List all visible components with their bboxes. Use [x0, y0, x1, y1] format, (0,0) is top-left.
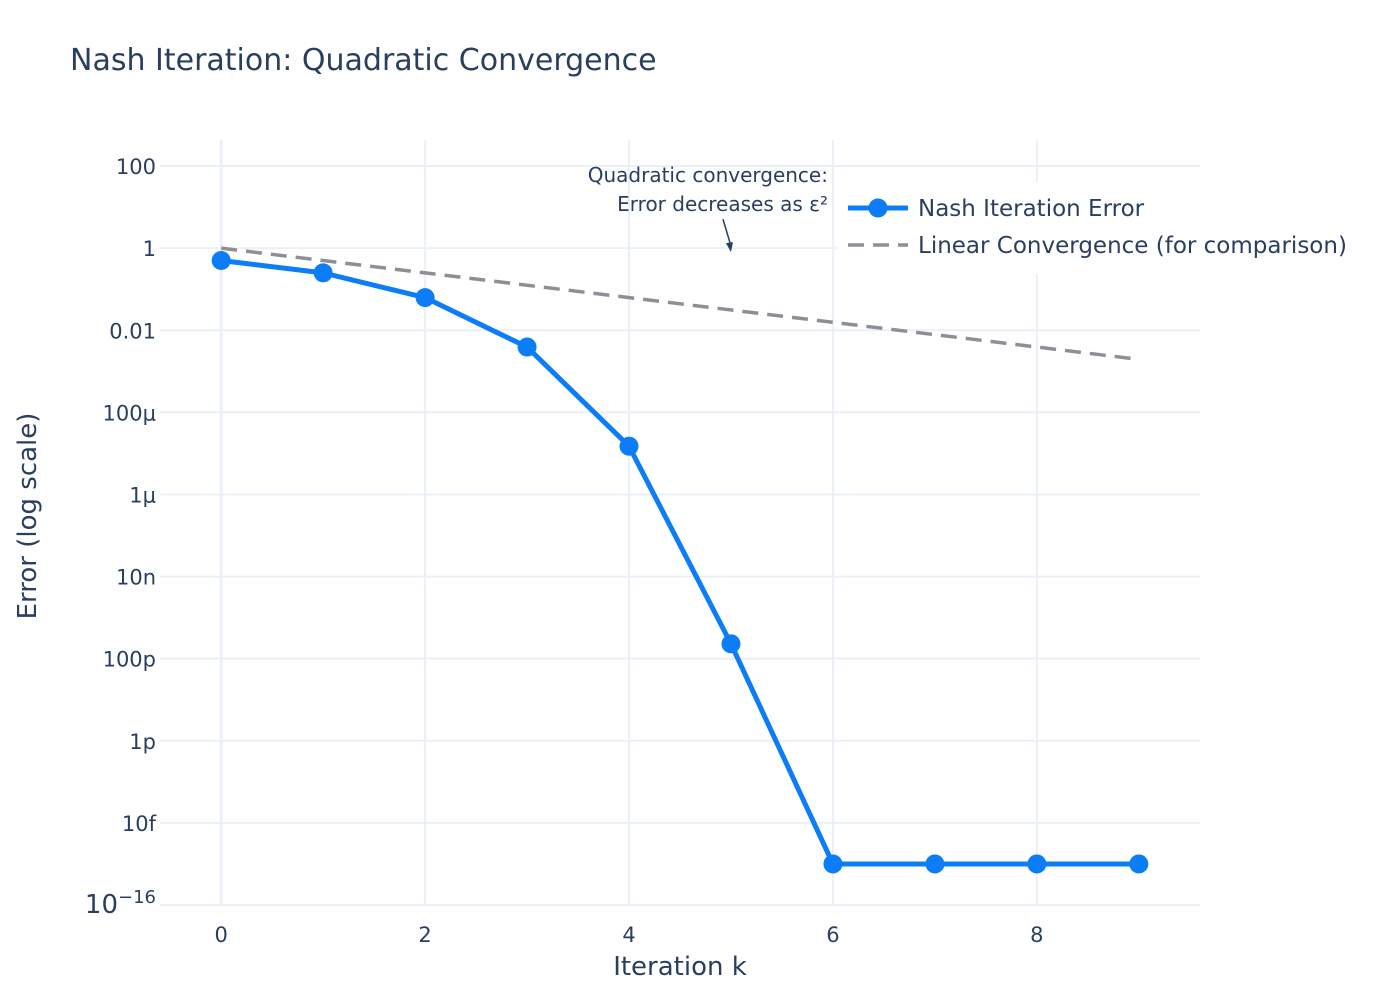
y-tick-label: 10n [116, 566, 156, 590]
x-tick-label: 0 [214, 923, 227, 947]
y-tick-label: 1μ [129, 483, 156, 507]
x-tick-label: 8 [1030, 923, 1043, 947]
y-tick-label: 0.01 [109, 319, 156, 343]
annotation-text: Quadratic convergence: [588, 163, 828, 187]
data-point [721, 634, 741, 654]
annotation-layer: Quadratic convergence: Error decreases as… [588, 163, 828, 253]
y-tick-label: 10−16 [85, 887, 156, 920]
annotation-arrow [722, 218, 732, 247]
data-point [823, 854, 843, 874]
x-tick-label: 2 [418, 923, 431, 947]
y-axis-title: Error (log scale) [13, 413, 43, 620]
data-point [415, 288, 435, 308]
legend-marker-nash [868, 198, 888, 218]
x-tick-label: 4 [622, 923, 635, 947]
grid-layer [160, 140, 1200, 906]
y-tick-label: 1 [143, 237, 156, 261]
y-tick-label: 1p [129, 730, 156, 754]
annotation-arrowhead [725, 242, 733, 253]
x-tick-label: 6 [826, 923, 839, 947]
chart-title: Nash Iteration: Quadratic Convergence [70, 43, 657, 78]
x-axis-title: Iteration k [613, 952, 747, 982]
series-line-nash [220, 258, 1139, 867]
y-tick-label: 100 [116, 155, 156, 179]
data-point [925, 854, 945, 874]
data-point [1129, 854, 1149, 874]
legend-label-linear: Linear Convergence (for comparison) [918, 233, 1347, 259]
data-point [211, 251, 231, 271]
legend-label-nash: Nash Iteration Error [918, 196, 1145, 222]
series-line-linear [220, 246, 1140, 362]
y-tick-label: 100μ [103, 401, 156, 425]
data-point [1027, 854, 1047, 874]
legend: Nash Iteration Error Linear Convergence (… [837, 182, 1375, 274]
y-tick-label: 100p [103, 648, 156, 672]
data-point [619, 436, 639, 456]
annotation-text: Error decreases as ε² [617, 192, 828, 216]
legend-background [837, 182, 1375, 274]
y-tick-label: 10f [122, 812, 157, 836]
tick-layer: 0 2 4 6 8 100 1 0.01 100μ 1μ 10n 100p 1p 10f 10−16 [85, 155, 1044, 947]
series-layer [211, 246, 1149, 874]
data-point [517, 337, 537, 357]
data-point [313, 263, 333, 283]
